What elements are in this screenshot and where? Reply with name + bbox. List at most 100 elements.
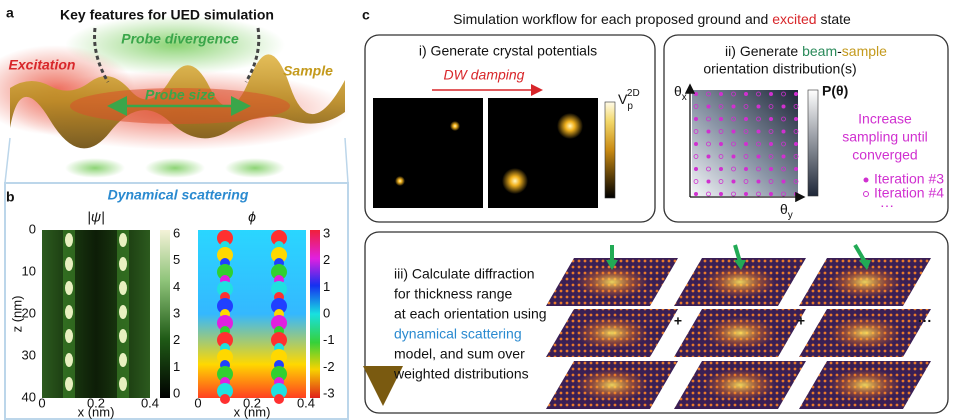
wave-blob [119,329,127,343]
sample-point [718,154,724,159]
sample-point [718,129,724,134]
title-part: Simulation workflow for each proposed gr… [453,11,772,27]
sample-point [718,179,724,184]
sample-point [731,129,736,134]
title-part: state [817,11,851,27]
panel-label: a [6,5,14,21]
sample-point [743,179,749,184]
sample-point [744,192,748,196]
ellipsis: ··· [918,313,932,329]
sample-point [756,191,761,197]
phase-blob [217,281,233,297]
wave-blob [119,233,127,247]
phase-blob [271,298,287,314]
y-tick-label: 10 [22,263,36,278]
phase-blob [217,332,233,348]
sample-point [743,129,749,134]
sample-point [781,104,786,109]
probe-glow [145,158,205,178]
colorbar [310,230,320,398]
sample-point [694,92,698,96]
probe-glow [225,158,285,178]
phase-blob [271,264,287,280]
y-tick-label: 20 [22,305,36,320]
label-part: 2D [627,88,640,99]
sample-point [756,154,761,159]
sample-point [694,117,698,121]
sample-point [706,154,711,159]
arrow-label: DW damping [444,67,525,83]
ellipsis: ⋯ [880,198,894,214]
potential-spot [557,113,583,139]
sample-point [694,192,698,196]
phase-blob [271,230,287,246]
annotation: Probe divergence [121,31,239,47]
sample-point [769,117,773,121]
phase-blob [271,315,287,331]
phase-blob [217,349,233,365]
diffraction-glow [704,266,776,298]
sample-point [769,142,773,146]
box [663,34,949,223]
phase-blob [217,264,233,280]
sample-point [756,116,761,122]
panel-label: c [362,7,370,23]
description: weighted distributions [393,366,529,382]
sample-point [781,166,786,172]
sample-point [781,129,786,134]
sample-point [694,142,698,146]
phase-blob [217,366,233,382]
phase-blob [271,349,287,365]
sample-point [781,141,786,147]
g [546,243,931,409]
note: Increase [858,111,912,127]
sample-point [793,154,799,159]
potential-spot [450,121,460,131]
axis-label: x (nm) [234,404,271,419]
g: iii) Calculate diffraction for thickness … [393,266,547,382]
box-title: ii) Generate beam-sample [725,43,887,59]
panel-c: c Simulation workflow for each proposed … [362,7,949,414]
wave-blob [119,377,127,391]
sample-point [768,129,774,134]
sample-point [744,142,748,146]
colorbar-tick-label: 0 [323,305,330,320]
colorbar-tick-label: 0 [173,385,180,400]
wave-blob [65,233,73,247]
colorbar-label: Vp 2D [618,88,640,112]
sample-point [743,154,749,159]
sample-point [793,129,799,134]
sample-point [769,167,773,171]
wave-blob [65,281,73,295]
sample-point [781,154,786,159]
phase-blob [271,247,287,263]
amplitude-map [42,230,150,398]
sample-point [731,191,736,197]
phase-blob [274,394,284,404]
description: model, and sum over [394,346,525,362]
box [364,34,656,223]
sample-point [693,104,699,109]
diffraction-glow [576,317,648,349]
sample-point [731,104,736,109]
y-tick-label: 30 [22,347,36,362]
diffraction-glow [704,369,776,401]
plus: + [674,313,682,329]
sample-point [756,104,761,109]
sample-point [794,142,798,146]
sample-point [781,179,786,184]
sample-point [731,91,736,97]
colorbar-tick-label: 3 [173,305,180,320]
x-tick-label: 0.2 [87,395,105,410]
sample-point [768,179,774,184]
sample-point [793,104,799,109]
divergence-line [244,27,261,83]
phase-blob [271,366,287,382]
x-tick-label: 0.2 [243,395,261,410]
sample-point [794,192,798,196]
colorbar-tick-label: 4 [173,279,180,294]
colorbar [604,101,616,199]
sample-point [756,166,761,172]
diffraction-glow [704,317,776,349]
potential-map [373,98,483,208]
